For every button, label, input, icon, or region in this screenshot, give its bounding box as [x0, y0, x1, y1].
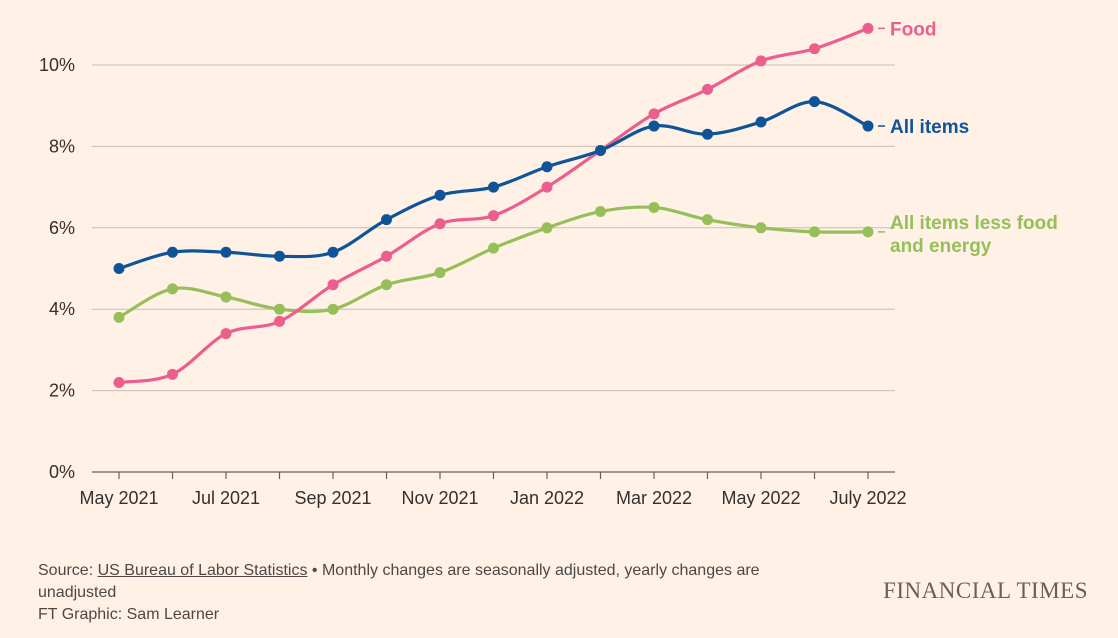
x-tick-label: Nov 2021 — [401, 488, 478, 508]
x-tick-label: July 2022 — [829, 488, 906, 508]
data-point — [648, 201, 660, 213]
data-point — [434, 218, 446, 230]
x-tick-label: Jul 2021 — [192, 488, 260, 508]
y-tick-label: 0% — [49, 462, 75, 482]
source-link[interactable]: US Bureau of Labor Statistics — [97, 562, 308, 579]
y-tick-label: 6% — [49, 218, 75, 238]
data-point — [220, 246, 232, 258]
data-point — [541, 161, 553, 173]
data-point — [541, 181, 553, 193]
x-tick-label: Jan 2022 — [510, 488, 584, 508]
data-point — [220, 328, 232, 340]
data-point — [702, 214, 713, 226]
data-point — [541, 222, 553, 234]
series-label: All items less food — [890, 213, 1058, 234]
series-line — [118, 26, 869, 385]
data-point — [327, 279, 339, 291]
data-point — [488, 210, 499, 222]
data-point — [809, 43, 820, 55]
series-line — [118, 205, 869, 319]
data-point — [755, 222, 767, 234]
chart-footer: Source: US Bureau of Labor Statistics • … — [38, 560, 828, 626]
data-point — [595, 206, 606, 218]
data-point — [434, 267, 446, 279]
data-point — [595, 144, 606, 156]
graphic-credit: FT Graphic: Sam Learner — [38, 606, 220, 623]
data-point — [381, 279, 392, 291]
source-note: Source: US Bureau of Labor Statistics • … — [38, 560, 828, 604]
data-point — [167, 283, 178, 295]
ft-logo: FINANCIAL TIMES — [883, 578, 1088, 603]
data-point — [755, 55, 767, 67]
data-point — [113, 376, 125, 388]
data-point — [755, 116, 767, 128]
source-note-text: • Monthly changes are seasonally adjuste… — [38, 562, 760, 601]
data-point — [648, 108, 660, 120]
data-point — [648, 120, 660, 132]
source-prefix: Source: — [38, 562, 98, 579]
data-point — [809, 96, 820, 108]
data-point — [381, 214, 392, 226]
data-point — [113, 263, 125, 274]
x-tick-label: Sep 2021 — [294, 488, 371, 508]
x-tick-label: May 2022 — [721, 488, 800, 508]
data-point — [862, 22, 874, 34]
data-point — [220, 291, 232, 303]
x-tick-label: May 2021 — [79, 488, 158, 508]
data-point — [167, 368, 178, 380]
data-point — [702, 128, 713, 140]
data-point — [862, 226, 874, 238]
series-label: and energy — [890, 236, 992, 257]
data-point — [488, 181, 499, 193]
data-point — [381, 250, 392, 262]
y-tick-label: 4% — [49, 299, 75, 319]
data-point — [327, 303, 339, 315]
data-point — [702, 83, 713, 95]
data-point — [274, 250, 285, 262]
data-point — [809, 226, 820, 238]
data-point — [167, 246, 178, 258]
y-tick-label: 10% — [39, 55, 75, 75]
data-point — [113, 311, 125, 323]
data-point — [327, 246, 339, 258]
series-label: Food — [890, 19, 936, 40]
y-tick-label: 2% — [49, 381, 75, 401]
y-tick-label: 8% — [49, 136, 75, 156]
data-point — [862, 120, 874, 132]
series-label: All items — [890, 117, 969, 138]
x-tick-label: Mar 2022 — [616, 488, 692, 508]
data-point — [434, 189, 446, 201]
line-chart: 0% 2% 4% 6% 8% 10% May 2021 Jul 2021 Sep 2021 Nov… — [39, 19, 1058, 508]
data-point — [274, 315, 285, 327]
data-point — [488, 242, 499, 254]
data-point — [274, 303, 285, 315]
